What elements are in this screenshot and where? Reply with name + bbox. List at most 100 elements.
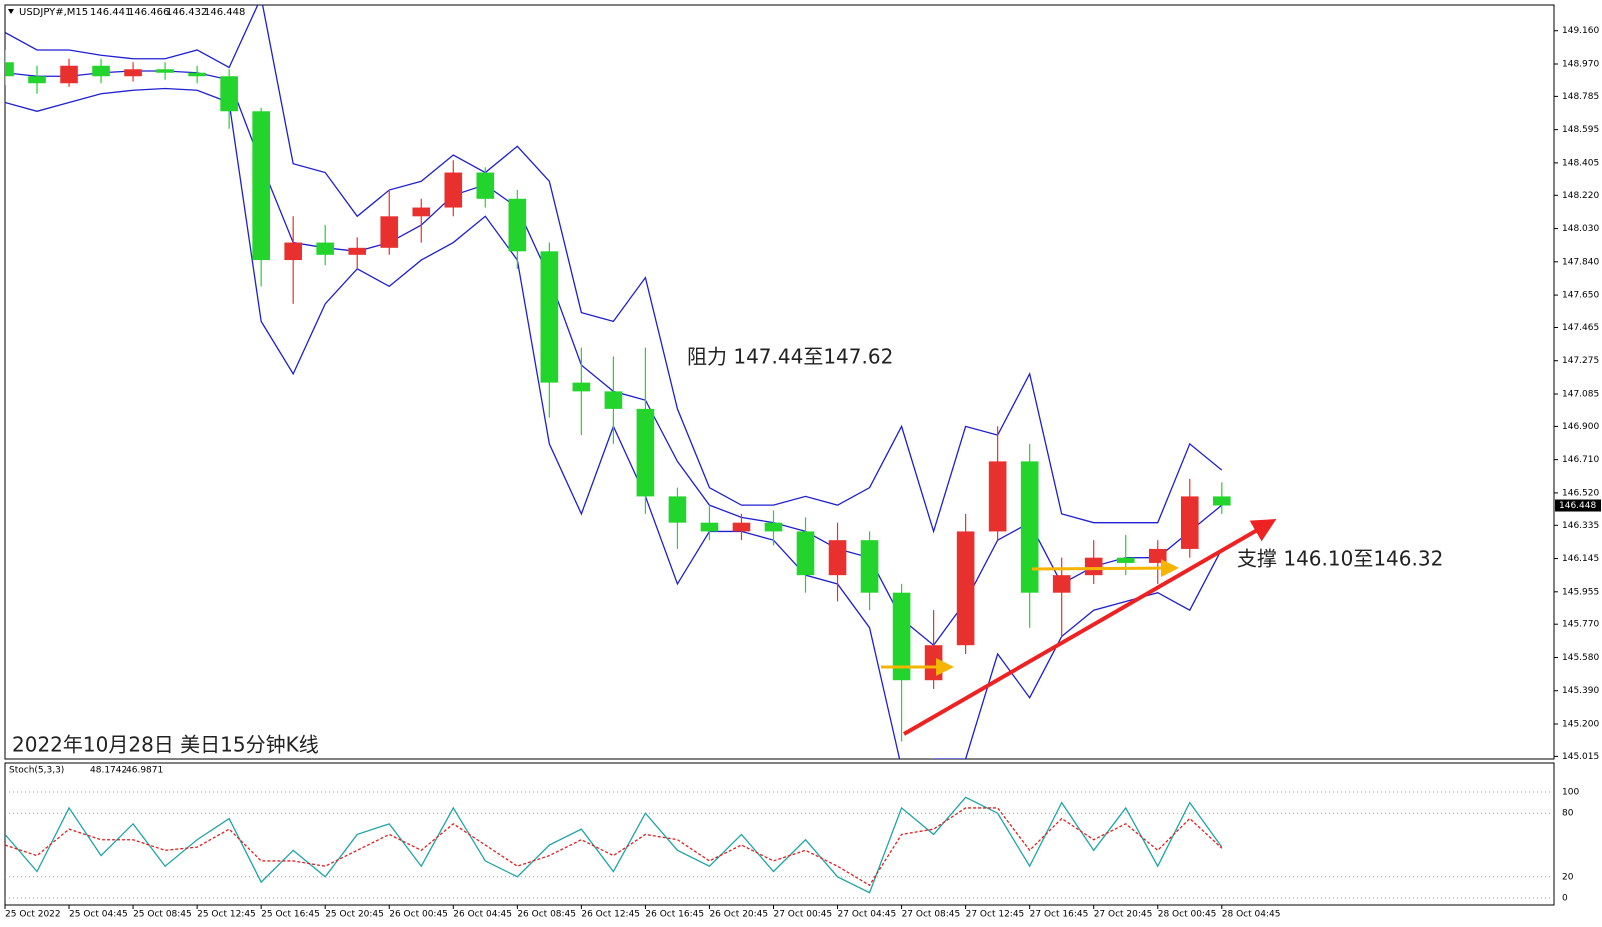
y-tick-label: 100 (1562, 788, 1579, 798)
candle-body (1052, 575, 1071, 593)
y-tick-label: 145.015 (1562, 752, 1599, 762)
candle-body (444, 172, 463, 208)
y-tick-label: 20 (1562, 872, 1574, 882)
price-tag-label: 146.448 (1559, 501, 1596, 511)
series-line (5, 807, 1223, 887)
candle-body (1212, 496, 1231, 506)
last-close: 146.448 (204, 7, 245, 18)
candle-body (92, 65, 110, 77)
y-tick-label: 146.335 (1562, 521, 1599, 531)
last-high: 146.466 (128, 7, 169, 18)
y-tick-label: 147.840 (1562, 257, 1599, 267)
x-tick-label: 28 Oct 04:45 (1222, 910, 1281, 920)
x-tick-label: 26 Oct 08:45 (517, 910, 576, 920)
y-tick-label: 146.900 (1562, 422, 1599, 432)
symbol: USDJPY#,M15 (19, 7, 88, 18)
candle-body (796, 531, 815, 576)
series-line (5, 5, 1223, 534)
x-tick-label: 25 Oct 08:45 (133, 910, 192, 920)
y-tick-label: 148.970 (1562, 59, 1599, 69)
stoch-panel (4, 762, 1555, 906)
last-low: 146.432 (166, 7, 207, 18)
candle-body (732, 522, 751, 532)
candle-body (764, 522, 783, 532)
x-tick-label: 26 Oct 00:45 (389, 910, 448, 920)
candle-body (156, 69, 174, 73)
trend-arrow (903, 519, 1277, 736)
y-tick-label: 148.785 (1562, 92, 1599, 102)
main-plot (5, 5, 1231, 759)
y-tick-label: 146.710 (1562, 455, 1599, 465)
candle-body (1116, 557, 1135, 563)
candle-body (1180, 496, 1199, 549)
candle-body (604, 391, 623, 409)
y-tick-label: 147.275 (1562, 356, 1599, 366)
candle-body (700, 522, 719, 532)
x-tick-label: 27 Oct 20:45 (1094, 910, 1153, 920)
y-tick-label: 148.595 (1562, 125, 1599, 135)
y-tick-label: 145.390 (1562, 686, 1599, 696)
x-tick-label: 27 Oct 04:45 (838, 910, 897, 920)
candle-body (1084, 557, 1103, 576)
menu-triangle (8, 9, 14, 14)
x-tick-label: 25 Oct 12:45 (197, 910, 256, 920)
y-tick-label: 148.030 (1562, 224, 1599, 234)
y-tick-label: 147.465 (1562, 323, 1599, 333)
candle-body (828, 540, 847, 576)
caption: 2022年10月28日 美日15分钟K线 (12, 733, 319, 757)
price-tag (1555, 499, 1601, 512)
support-label: 支撑 146.10至146.32 (1237, 547, 1443, 571)
candle-body (412, 207, 431, 217)
axes: 149.160 148.970 148.785 148.595 148.405 148.2… (4, 26, 1601, 920)
y-tick-label: 145.200 (1562, 719, 1599, 729)
y-tick-label: 80 (1562, 809, 1574, 819)
support-arrow (1031, 559, 1179, 578)
candle-body (956, 531, 975, 646)
candle-body (988, 461, 1007, 532)
candle-body (316, 242, 335, 255)
candle-body (1020, 461, 1039, 593)
y-tick-label: 148.220 (1562, 191, 1599, 201)
x-tick-label: 25 Oct 2022 (5, 910, 61, 920)
candle-body (892, 592, 911, 681)
last-open: 146.441 (90, 7, 131, 18)
stoch-d-value: 46.9871 (126, 766, 163, 776)
x-tick-label: 27 Oct 12:45 (966, 910, 1025, 920)
x-tick-label: 26 Oct 20:45 (709, 910, 768, 920)
y-tick-label: 148.405 (1562, 158, 1599, 168)
series-line (5, 796, 1223, 894)
candle-body (348, 247, 367, 255)
x-tick-label: 27 Oct 00:45 (773, 910, 832, 920)
candle-body (188, 72, 206, 77)
x-tick-label: 28 Oct 00:45 (1158, 910, 1217, 920)
y-tick-label: 149.160 (1562, 26, 1599, 36)
x-tick-label: 27 Oct 08:45 (902, 910, 961, 920)
candle-body (124, 69, 142, 77)
main-panel (4, 4, 1555, 760)
candle-body (5, 62, 14, 77)
y-tick-label: 0 (1562, 894, 1568, 904)
candle-body (380, 216, 399, 248)
candle-body (668, 496, 687, 523)
x-tick-label: 25 Oct 04:45 (69, 910, 128, 920)
candle-body (508, 198, 527, 252)
y-tick-label: 146.520 (1562, 488, 1599, 498)
candle-body (572, 382, 591, 392)
x-tick-label: 26 Oct 04:45 (453, 910, 512, 920)
candle-body (284, 242, 302, 261)
candle-body (476, 172, 495, 199)
candle-body (220, 76, 238, 112)
y-tick-label: 145.955 (1562, 587, 1599, 597)
candle-body (636, 408, 655, 497)
x-tick-label: 25 Oct 20:45 (325, 910, 384, 920)
y-tick-label: 147.085 (1562, 389, 1599, 399)
stoch-name: Stoch(5,3,3) (9, 766, 64, 776)
stoch-k-value: 48.1742 (90, 766, 127, 776)
candle-body (28, 76, 46, 84)
y-tick-label: 146.145 (1562, 554, 1599, 564)
candle-body (60, 65, 78, 84)
x-tick-label: 26 Oct 16:45 (645, 910, 704, 920)
candle-body (252, 111, 270, 261)
